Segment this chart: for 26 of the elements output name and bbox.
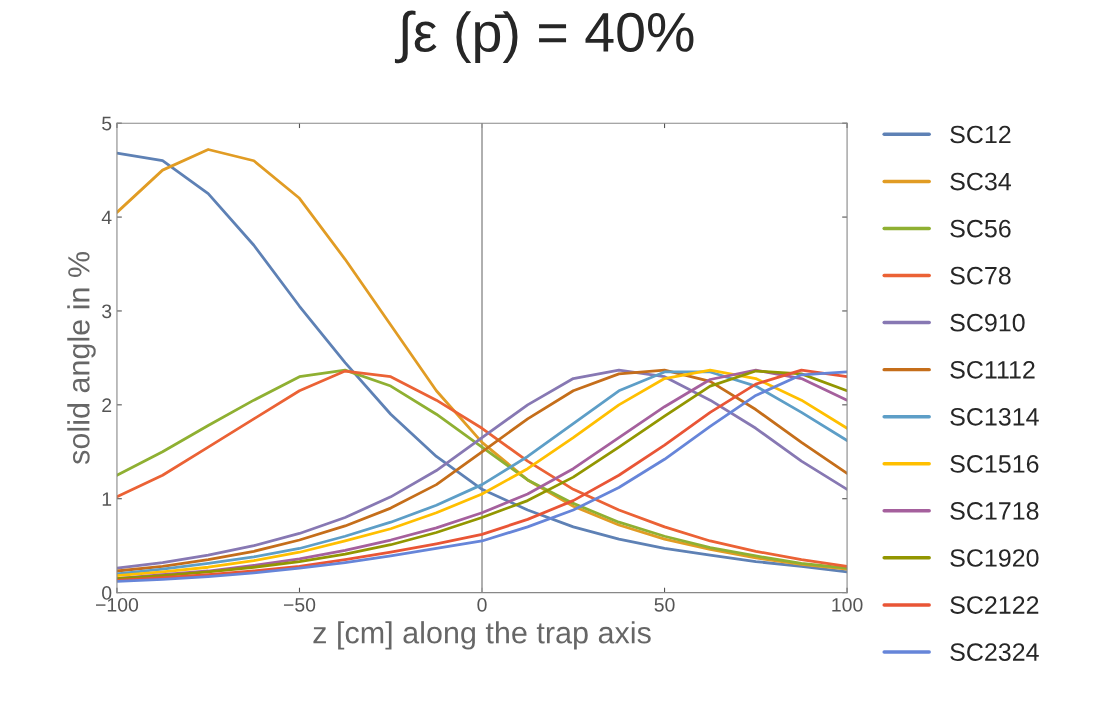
x-tick-label: 0 xyxy=(477,597,487,612)
legend-label: SC34 xyxy=(950,172,1011,191)
x-tick-label: 100 xyxy=(832,597,863,612)
y-tick-label: 2 xyxy=(102,398,112,412)
legend-label: SC1718 xyxy=(950,502,1039,520)
legend-label: SC1314 xyxy=(950,407,1039,426)
y-tick-label: 3 xyxy=(102,304,112,319)
y-tick-label: 0 xyxy=(102,586,112,600)
y-tick-label: 5 xyxy=(102,116,112,131)
x-tick-label: −50 xyxy=(283,597,316,612)
y-axis-title: solid angle in % xyxy=(67,251,96,465)
legend-label: SC12 xyxy=(950,125,1011,144)
x-tick-label: 50 xyxy=(654,597,675,612)
legend-label: SC1920 xyxy=(950,549,1039,567)
legend-label: SC2324 xyxy=(950,643,1039,661)
legend-label: SC56 xyxy=(950,219,1011,238)
legend-label: SC910 xyxy=(950,313,1025,332)
legend-label: SC2122 xyxy=(950,596,1039,614)
y-tick-label: 1 xyxy=(102,492,112,506)
y-tick-label: 4 xyxy=(101,210,112,225)
legend-label: SC78 xyxy=(950,266,1011,285)
legend-label: SC1112 xyxy=(950,360,1035,379)
x-tick-label: −100 xyxy=(96,597,139,612)
x-axis-title: z [cm] along the trap axis xyxy=(313,621,651,650)
legend-label: SC1516 xyxy=(950,455,1039,473)
chart-title: ∫ε (p̄) = 40% xyxy=(394,10,694,64)
